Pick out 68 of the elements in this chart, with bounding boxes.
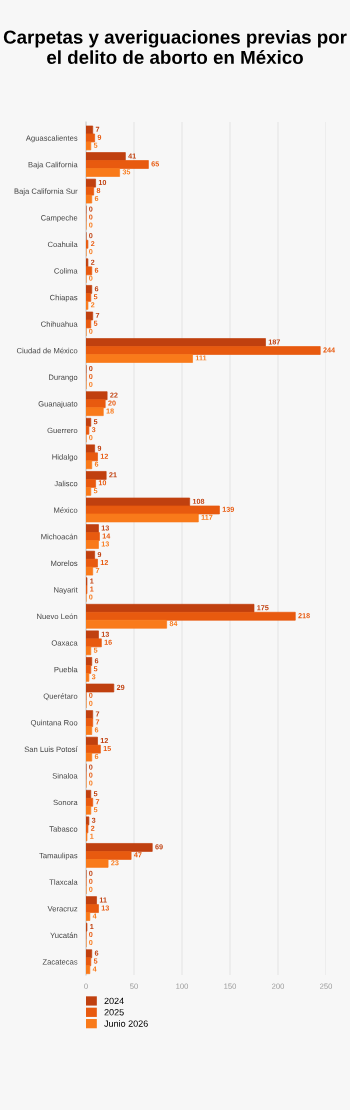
bar (86, 125, 94, 135)
legend-label: 2024 (104, 997, 124, 1005)
bar (86, 949, 93, 959)
bar (86, 141, 92, 151)
bar (86, 540, 99, 549)
bar (86, 797, 94, 807)
bar (86, 957, 92, 967)
bar (86, 566, 94, 576)
bar (86, 311, 94, 321)
bar (86, 452, 98, 462)
bar (86, 851, 132, 860)
bar (86, 558, 98, 568)
bar (86, 346, 321, 355)
bar (86, 266, 93, 276)
bar (86, 354, 193, 363)
bar (86, 505, 220, 515)
bar (86, 471, 107, 480)
bar (86, 532, 100, 541)
bar (86, 965, 91, 975)
bar (86, 133, 95, 143)
chart-title: Carpetas y averiguaciones previas por el delito de aborto en México (3, 30, 347, 65)
bar (86, 646, 92, 656)
bar (86, 912, 91, 921)
bar (86, 160, 149, 169)
bar (86, 657, 93, 666)
bar (86, 152, 126, 161)
bar (86, 904, 99, 913)
bar (86, 186, 95, 196)
bar (86, 178, 96, 188)
bar (86, 319, 92, 329)
bar (86, 843, 153, 852)
bar (86, 619, 167, 629)
bar (86, 638, 102, 648)
bar (86, 168, 120, 177)
bar (86, 665, 92, 674)
bar (86, 744, 101, 754)
bar (86, 718, 94, 727)
legend-label: Junio 2026 (104, 1020, 148, 1027)
legend-label: 2025 (104, 1009, 124, 1016)
bar (86, 444, 95, 454)
bar (86, 805, 92, 815)
bar (86, 460, 93, 470)
bar (86, 673, 90, 682)
bar (86, 407, 104, 416)
bar (86, 391, 108, 401)
bar (86, 479, 96, 488)
bar (86, 630, 99, 640)
bar (86, 752, 93, 762)
bar (86, 710, 94, 719)
bar (86, 293, 92, 302)
bar (86, 603, 255, 613)
bar (86, 896, 97, 905)
bar (86, 859, 109, 868)
bar (86, 683, 115, 693)
bar (86, 789, 92, 799)
bar (86, 194, 93, 204)
bar (86, 611, 296, 621)
bar (86, 524, 99, 533)
bar (86, 399, 106, 409)
bar (86, 338, 266, 347)
bar (86, 487, 92, 496)
bar (86, 417, 92, 427)
bar (86, 816, 90, 826)
bar (86, 513, 199, 523)
bar (86, 285, 93, 294)
bar (86, 425, 90, 435)
bar (86, 726, 93, 735)
bar (86, 497, 191, 507)
